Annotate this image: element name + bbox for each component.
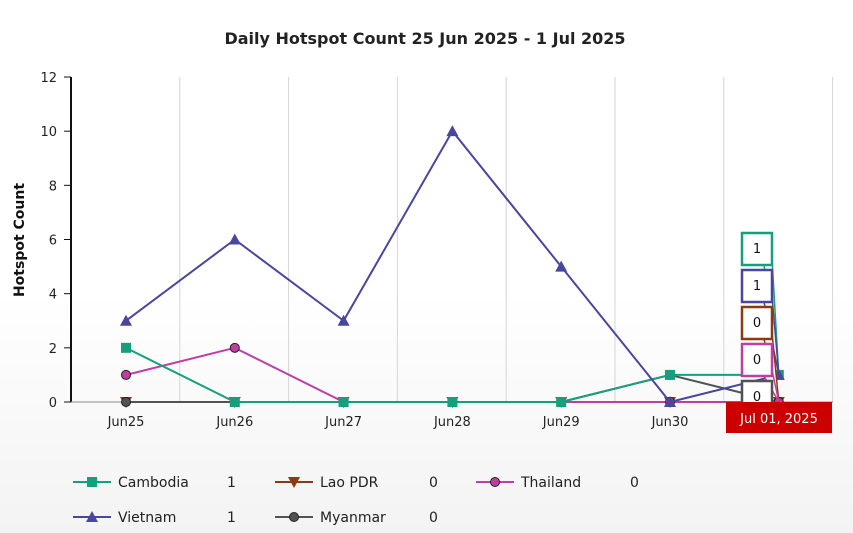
x-tick-label-jun28: Jun28 [433, 415, 471, 430]
legend-value: 0 [630, 475, 639, 491]
series-cambodia [121, 342, 784, 407]
tooltip-value: 0 [753, 390, 761, 405]
y-axis-label: Hotspot Count [12, 183, 28, 297]
y-tick-label: 10 [40, 125, 57, 140]
series-layer [120, 125, 785, 408]
legend-label: Myanmar [320, 510, 386, 526]
grid [179, 77, 834, 402]
legend-item-vietnam: Vietnam 1 [73, 510, 236, 526]
tooltip-value: 1 [753, 279, 761, 294]
axes: 024681012Jun25Jun26Jun27Jun28Jun29Jun30J… [40, 71, 833, 430]
series-line-vietnam [125, 130, 780, 403]
tooltip-frame [740, 342, 774, 378]
legend-value: 0 [429, 475, 438, 491]
legend-label: Thailand [520, 475, 581, 491]
data-point-cambodia-jun29 [556, 397, 567, 407]
tooltip-date: Jul 01, 2025 [726, 402, 832, 433]
data-point-vietnam-jun30 [664, 396, 676, 407]
y-tick-label: 6 [49, 234, 57, 249]
data-point-cambodia-jun28 [447, 397, 458, 407]
legend-value: 1 [227, 475, 236, 491]
data-point-vietnam-jun28 [446, 125, 459, 137]
x-tick-label-jun25: Jun25 [107, 415, 145, 430]
chart-title: Daily Hotspot Count 25 Jun 2025 - 1 Jul … [224, 29, 625, 48]
y-tick-label: 8 [49, 179, 57, 194]
legend-value: 0 [429, 510, 438, 526]
legend-swatch-marker [86, 511, 98, 522]
legend-swatch-marker [490, 477, 500, 487]
tooltip-value: 1 [753, 242, 761, 257]
x-tick-label-jun30: Jun30 [651, 415, 689, 430]
legend-swatch-marker [288, 477, 300, 488]
x-tick-label-jun29: Jun29 [542, 415, 580, 430]
legend-swatch-marker [289, 512, 299, 522]
y-tick-label: 4 [49, 288, 57, 303]
legend-item-cambodia: Cambodia 1 [73, 475, 236, 491]
x-tick-label-jun27: Jun27 [324, 415, 362, 430]
legend-item-myanmar: Myanmar 0 [275, 510, 438, 526]
data-point-vietnam-jun26 [228, 233, 241, 245]
y-tick-label: 2 [49, 342, 57, 357]
tooltip-frame [740, 268, 774, 304]
legend: Cambodia 1 Lao PDR 0 Thailand 0 Vietnam 1 Myanma… [73, 475, 639, 526]
data-point-vietnam-jun27 [337, 314, 350, 326]
legend-value: 1 [227, 510, 236, 526]
data-point-vietnam-jun29 [555, 260, 568, 272]
data-point-cambodia-jun25 [121, 342, 131, 353]
y-tick-label: 0 [49, 396, 57, 411]
data-point-myanmar-jun25 [121, 397, 131, 407]
x-tick-label-jun26: Jun26 [215, 415, 253, 430]
tooltip-date-box [726, 402, 832, 433]
tooltip-date-label: Jul 01, 2025 [739, 412, 818, 427]
series-line-cambodia [125, 346, 779, 403]
legend-label: Lao PDR [320, 475, 379, 491]
tooltip-frame [740, 231, 774, 267]
data-point-cambodia-jun27 [338, 397, 349, 407]
legend-item-thailand: Thailand 0 [476, 475, 639, 491]
legend-item-lao-pdr: Lao PDR 0 [275, 475, 438, 491]
tooltip-value: 0 [753, 316, 761, 331]
legend-label: Vietnam [118, 510, 176, 526]
legend-label: Cambodia [118, 475, 189, 491]
series-vietnam [120, 125, 785, 407]
data-point-vietnam-jun25 [120, 314, 132, 326]
data-point-thailand-jun25 [121, 369, 131, 380]
data-point-thailand-jun26 [229, 342, 240, 353]
legend-swatch-marker [87, 477, 97, 487]
tooltip-frame [740, 305, 774, 341]
hover-tooltip: 1 1 0 0 0 Jul 01, 2025 [726, 231, 832, 433]
data-point-cambodia-jun26 [229, 397, 240, 407]
tooltip-value: 0 [753, 353, 761, 368]
y-tick-label: 12 [40, 71, 57, 86]
data-point-cambodia-jun30 [665, 369, 675, 380]
